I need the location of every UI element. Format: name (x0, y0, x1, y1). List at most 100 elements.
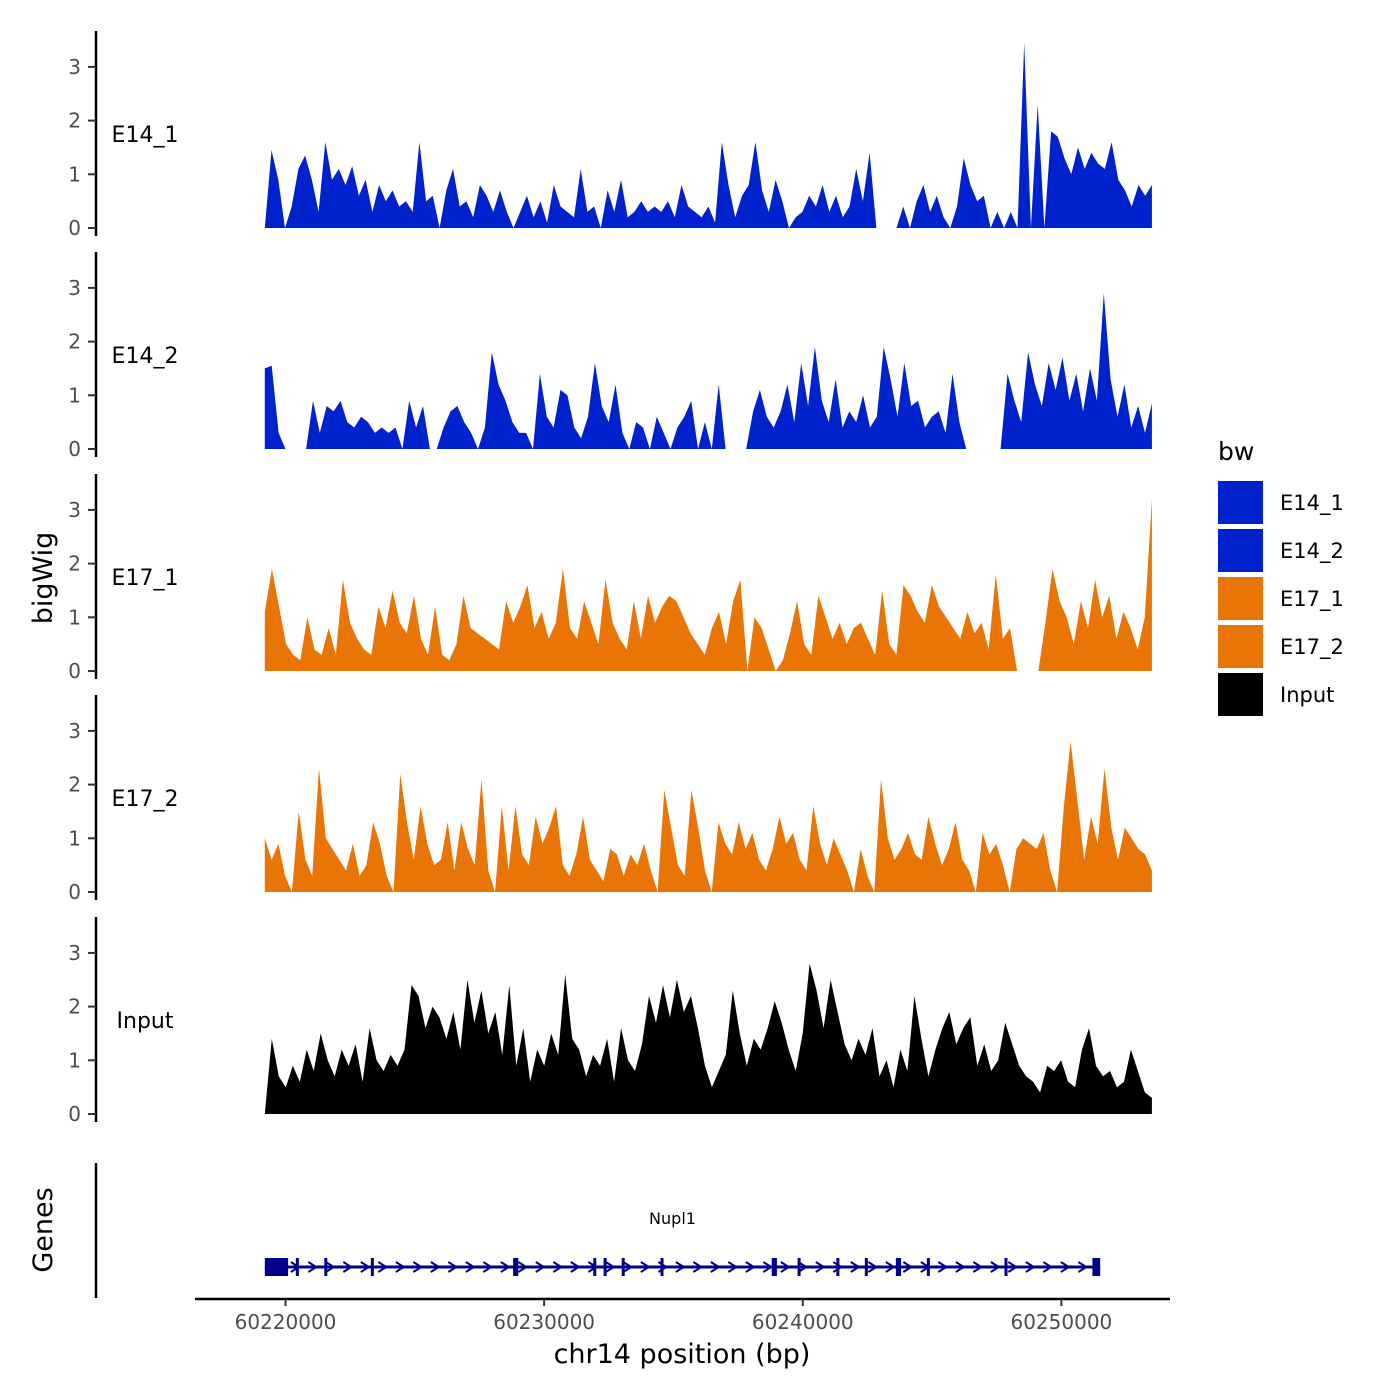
strand-chevron (815, 1261, 826, 1273)
y-tick-label: 2 (68, 109, 81, 133)
strand-chevron (412, 1261, 424, 1273)
gene-models: Nupl1 (264, 1209, 1101, 1276)
strand-chevron (955, 1261, 966, 1273)
gene-exon (771, 1258, 777, 1276)
genes-axis-title: Genes (28, 1187, 59, 1272)
y-tick-label: 0 (68, 880, 81, 904)
tracks-layer: 0 1 2 3 E14_1 0 1 2 3 E14_2 0 1 2 3 E17_1 0 1 2 3 E17_2 0 1 2 3… (68, 31, 1152, 1126)
strand-chevron (710, 1261, 721, 1273)
legend-swatch (1218, 673, 1263, 716)
y-tick-label: 3 (68, 276, 81, 300)
strand-chevron (552, 1261, 564, 1273)
strand-chevron (342, 1261, 354, 1273)
y-tick-label: 1 (68, 383, 81, 407)
legend-item-E14_2: E14_2 (1218, 529, 1344, 572)
track-label: E14_1 (112, 123, 179, 148)
strand-chevron (832, 1261, 844, 1273)
gene-exon (264, 1258, 289, 1276)
track-label: E17_1 (112, 566, 179, 591)
legend-item-E17_1: E17_1 (1218, 577, 1344, 620)
legend: bw E14_1 E14_2 E17_1 E17_2 Input (1218, 437, 1344, 716)
legend-items: E14_1 E14_2 E17_1 E17_2 Input (1218, 481, 1344, 716)
gene-exon (836, 1258, 840, 1276)
signal-area-E14_1 (264, 42, 1152, 229)
strand-chevron (692, 1261, 704, 1273)
track-E14_1: 0 1 2 3 E14_1 (68, 31, 1152, 240)
legend-label: Input (1280, 683, 1334, 707)
strand-chevron (1025, 1261, 1036, 1273)
strand-chevron (517, 1261, 529, 1273)
strand-chevron (307, 1261, 319, 1273)
y-tick-label: 0 (68, 216, 81, 240)
strand-chevron (867, 1261, 879, 1273)
x-axis-ticks: 60220000 60230000 60240000 60250000 (235, 1299, 1112, 1334)
track-Input: 0 1 2 3 Input (68, 917, 1152, 1126)
gene-exon (621, 1258, 625, 1276)
strand-chevron (797, 1261, 809, 1273)
strand-chevron (447, 1261, 459, 1273)
legend-item-E17_2: E17_2 (1218, 625, 1344, 668)
strand-chevron (482, 1261, 494, 1273)
gene-exon (295, 1258, 299, 1276)
legend-title: bw (1218, 437, 1254, 466)
x-tick-label: 60230000 (493, 1310, 595, 1334)
legend-swatch (1218, 625, 1263, 668)
y-tick-label: 0 (68, 659, 81, 683)
strand-chevron (587, 1261, 599, 1273)
strand-chevron (570, 1261, 581, 1273)
legend-swatch (1218, 481, 1263, 524)
y-tick-label: 3 (68, 941, 81, 965)
gene-exon (1004, 1258, 1008, 1276)
strand-chevron (430, 1261, 441, 1273)
track-E17_2: 0 1 2 3 E17_2 (68, 695, 1152, 904)
strand-chevron (1042, 1261, 1054, 1273)
y-tick-label: 2 (68, 330, 81, 354)
gene-exon (513, 1258, 519, 1276)
track-label: E17_2 (112, 787, 179, 812)
gene-Nupl1: Nupl1 (264, 1209, 1101, 1276)
legend-label: E14_2 (1280, 539, 1344, 564)
strand-chevron (377, 1261, 389, 1273)
strand-chevron (745, 1261, 756, 1273)
strand-chevron (1077, 1261, 1089, 1273)
y-tick-label: 1 (68, 605, 81, 629)
track-label: Input (117, 1009, 174, 1034)
y-tick-label: 2 (68, 773, 81, 797)
signal-area-E14_2 (264, 293, 1152, 449)
signal-area-E17_1 (264, 499, 1152, 671)
strand-chevron (395, 1261, 406, 1273)
strand-chevron (675, 1261, 686, 1273)
strand-chevron (1060, 1261, 1071, 1273)
strand-chevron (640, 1261, 651, 1273)
strand-chevron (465, 1261, 476, 1273)
genes-panel: Genes Nupl1 (28, 1163, 1101, 1298)
y-tick-label: 2 (68, 995, 81, 1019)
strand-chevron (885, 1261, 896, 1273)
gene-exon (660, 1258, 664, 1276)
gene-exon (324, 1258, 328, 1276)
y-tick-label: 1 (68, 1048, 81, 1072)
strand-chevron (902, 1261, 914, 1273)
gene-exon (370, 1258, 374, 1276)
strand-chevron (972, 1261, 984, 1273)
y-tick-label: 3 (68, 55, 81, 79)
gene-exon (797, 1258, 801, 1276)
legend-swatch (1218, 577, 1263, 620)
y-tick-label: 0 (68, 437, 81, 461)
x-axis-title: chr14 position (bp) (554, 1339, 811, 1370)
strand-chevron (622, 1261, 634, 1273)
strand-chevron (605, 1261, 616, 1273)
strand-chevron (727, 1261, 739, 1273)
legend-item-E14_1: E14_1 (1218, 481, 1344, 524)
gene-exon (593, 1258, 597, 1276)
legend-label: E17_2 (1280, 635, 1344, 660)
y-tick-label: 2 (68, 552, 81, 576)
strand-chevron (1007, 1261, 1019, 1273)
x-axis: 60220000 60230000 60240000 60250000 chr14 p… (195, 1297, 1170, 1370)
gene-exon (926, 1258, 930, 1276)
gene-exon (895, 1258, 902, 1276)
strand-chevron (762, 1261, 774, 1273)
x-tick-label: 60240000 (752, 1310, 854, 1334)
strand-chevron (325, 1261, 336, 1273)
